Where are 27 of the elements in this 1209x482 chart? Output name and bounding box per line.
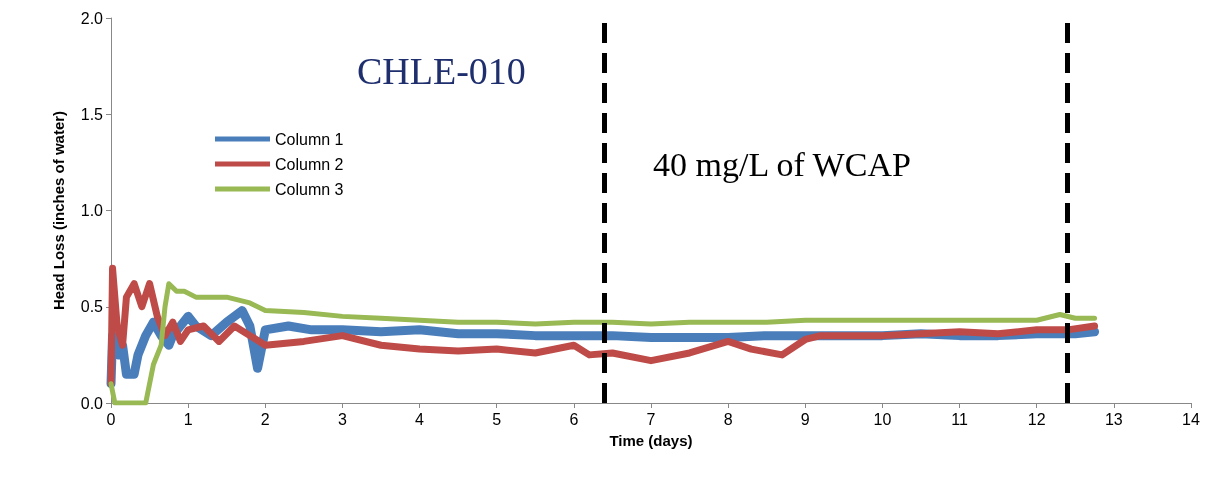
legend-label: Column 3 [275,180,344,198]
y-tick-label: 1.5 [80,105,104,123]
x-tick-label: 11 [951,410,968,428]
x-tick-label: 1 [183,410,193,428]
legend-label: Column 2 [275,155,344,173]
x-tick-label: 5 [492,410,502,428]
x-tick-label: 4 [415,410,425,428]
x-tick-label: 12 [1027,410,1046,428]
y-axis-title: Head Loss (inches of water) [50,110,67,311]
x-tick-label: 0 [106,410,116,428]
y-tick-label: 0.5 [80,298,104,316]
x-tick-label: 6 [569,410,579,428]
x-tick-label: 3 [337,410,347,428]
x-tick-label: 7 [646,410,656,428]
x-tick-label: 10 [873,410,892,428]
x-tick-label: 13 [1104,410,1123,428]
y-tick-label: 1.0 [80,202,104,219]
x-tick-label: 14 [1182,410,1200,428]
annotation: CHLE-010 [357,50,526,92]
x-tick-label: 8 [723,410,733,428]
y-tick-label: 2.0 [80,9,104,27]
x-tick-label: 9 [800,410,810,428]
x-tick-label: 2 [260,410,270,428]
y-tick-label: 0.0 [80,394,104,412]
annotation: 40 mg/L of WCAP [653,145,911,183]
legend-label: Column 1 [275,130,344,148]
x-axis-title: Time (days) [609,432,693,449]
